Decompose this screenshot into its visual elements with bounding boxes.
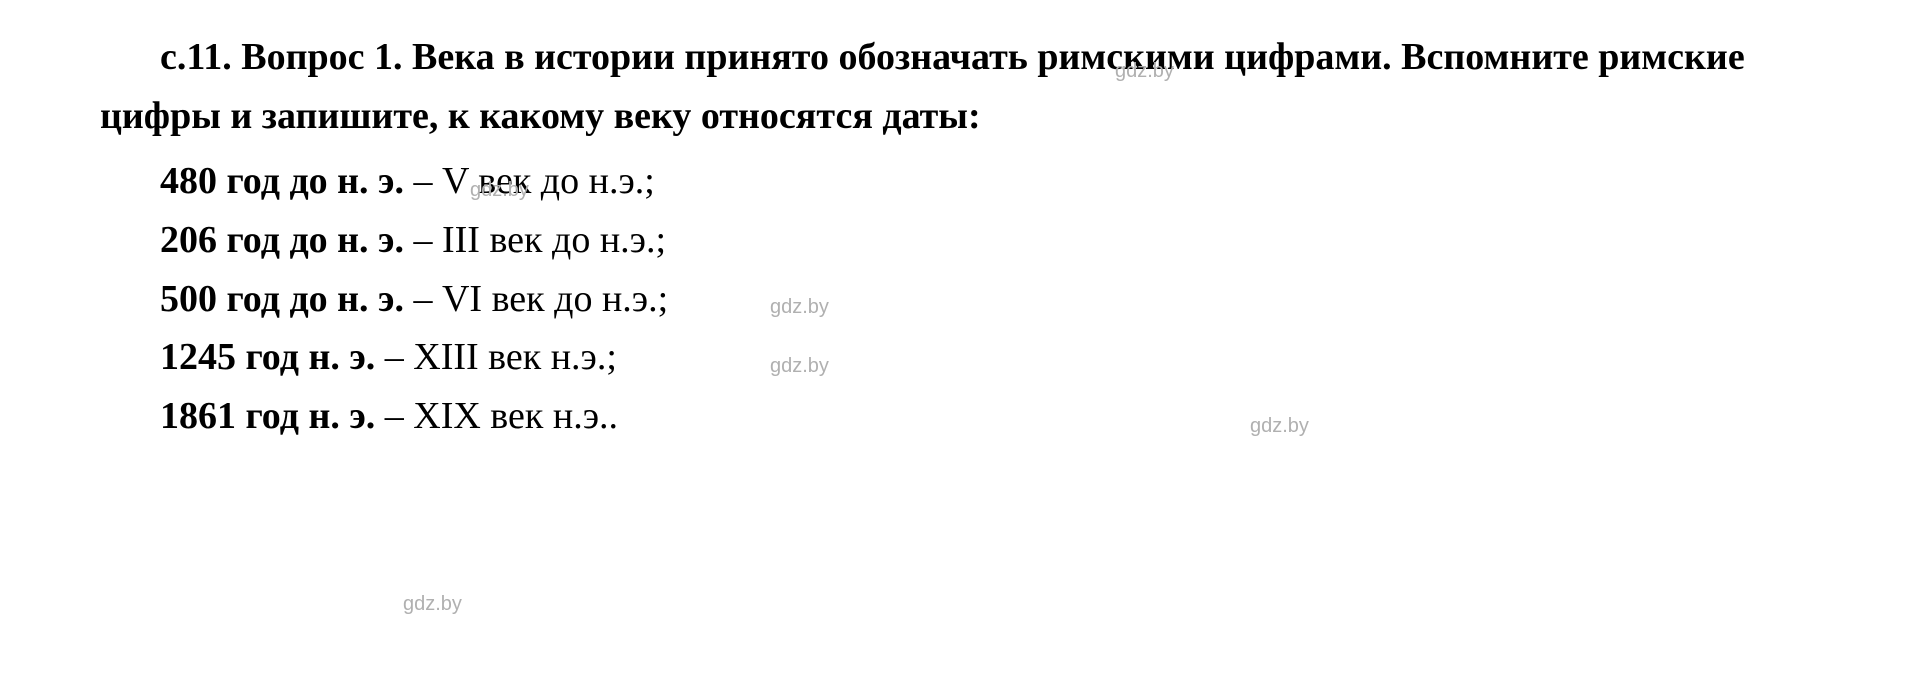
answer-term: ; <box>644 160 655 202</box>
answer-century: XIII век н.э. <box>413 336 606 378</box>
document-content: с.11. Вопрос 1. Века в истории принято о… <box>0 0 1914 474</box>
answer-row: 1861 год н. э. – XIX век н.э.. <box>100 387 1854 446</box>
answer-year: 1245 год н. э. <box>160 336 375 378</box>
answer-year: 500 год до н. э. <box>160 278 404 320</box>
answers-list: 480 год до н. э. – V век до н.э.; 206 го… <box>100 152 1854 446</box>
answer-term: ; <box>606 336 617 378</box>
answer-row: 480 год до н. э. – V век до н.э.; <box>100 152 1854 211</box>
question-text: с.11. Вопрос 1. Века в истории принято о… <box>100 28 1854 146</box>
answer-sep: – <box>375 395 413 437</box>
answer-row: 1245 год н. э. – XIII век н.э.; <box>100 328 1854 387</box>
answer-century: VI век до н.э. <box>442 278 658 320</box>
question-label: Вопрос 1. <box>241 36 402 78</box>
answer-sep: – <box>375 336 413 378</box>
answer-term: . <box>609 395 619 437</box>
answer-row: 500 год до н. э. – VI век до н.э.; <box>100 270 1854 329</box>
answer-row: 206 год до н. э. – III век до н.э.; <box>100 211 1854 270</box>
answer-year: 206 год до н. э. <box>160 219 404 261</box>
answer-century: V век до н.э. <box>442 160 644 202</box>
answer-term: ; <box>655 219 666 261</box>
answer-year: 1861 год н. э. <box>160 395 375 437</box>
answer-century: XIX век н.э. <box>413 395 608 437</box>
watermark: gdz.by <box>403 593 462 616</box>
answer-term: ; <box>658 278 669 320</box>
answer-sep: – <box>404 278 442 320</box>
answer-century: III век до н.э. <box>442 219 656 261</box>
answer-sep: – <box>404 160 442 202</box>
answer-year: 480 год до н. э. <box>160 160 404 202</box>
answer-sep: – <box>404 219 442 261</box>
question-ref: с.11. <box>160 36 232 78</box>
